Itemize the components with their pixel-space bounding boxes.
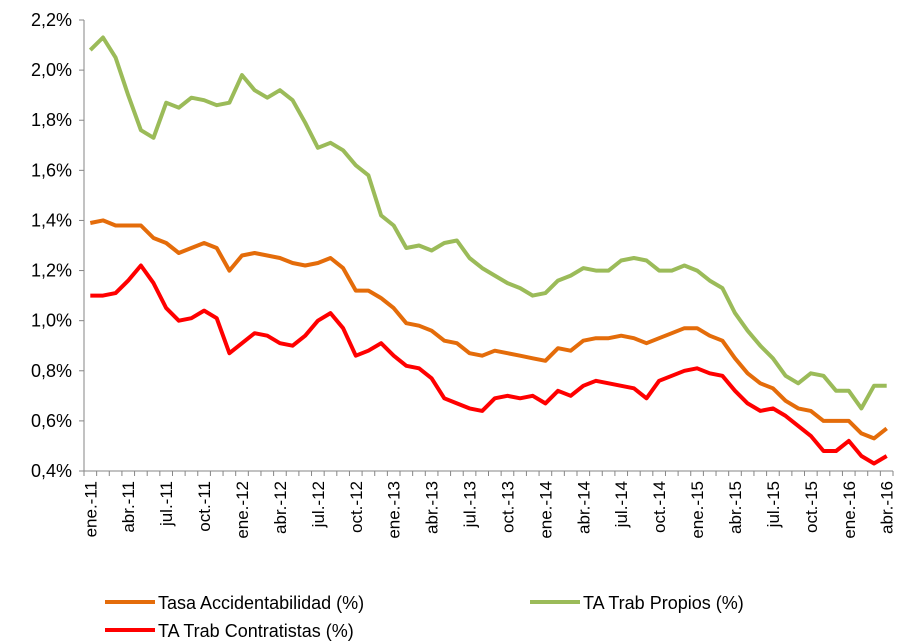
series-line (89, 218, 888, 441)
x-tick-label: abr.-12 (271, 481, 290, 534)
legend-label: Tasa Accidentabilidad (%) (158, 593, 364, 613)
x-tick-label: abr.-11 (119, 481, 138, 533)
y-tick-label: 2,0% (31, 60, 72, 80)
x-tick-label: jul.-13 (461, 481, 480, 528)
series-line (88, 35, 887, 411)
x-tick-label: ene.-12 (233, 481, 252, 539)
y-tick-label: 1,0% (31, 311, 72, 331)
y-tick-label: 1,4% (31, 210, 72, 230)
legend-label: TA Trab Contratistas (%) (158, 621, 354, 641)
y-tick-label: 0,8% (31, 361, 72, 381)
y-tick-label: 2,2% (31, 10, 72, 30)
x-tick-label: oct.-13 (498, 481, 517, 533)
x-tick-label: jul.-11 (157, 481, 176, 527)
x-tick-label: ene.-15 (688, 481, 707, 539)
y-tick-label: 1,8% (31, 110, 72, 130)
series-line (90, 263, 888, 466)
x-tick-label: ene.-11 (81, 481, 100, 537)
y-tick-label: 1,6% (31, 160, 72, 180)
x-tick-label: jul.-12 (309, 481, 328, 528)
x-tick-label: oct.-12 (347, 481, 366, 533)
y-tick-label: 0,6% (31, 411, 72, 431)
x-tick-label: ene.-14 (536, 481, 555, 539)
x-tick-label: oct.-14 (650, 481, 669, 533)
x-tick-label: oct.-11 (195, 481, 214, 532)
x-tick-label: ene.-13 (385, 481, 404, 539)
x-tick-label: ene.-16 (840, 481, 859, 539)
x-tick-label: oct.-15 (802, 481, 821, 533)
y-tick-label: 1,2% (31, 261, 72, 281)
x-tick-label: abr.-14 (574, 481, 593, 534)
x-tick-label: jul.-15 (764, 481, 783, 528)
legend-label: TA Trab Propios (%) (583, 593, 744, 613)
y-tick-label: 0,4% (31, 461, 72, 481)
x-tick-label: jul.-14 (612, 481, 631, 528)
x-tick-label: abr.-15 (726, 481, 745, 534)
x-tick-label: abr.-13 (423, 481, 442, 534)
x-tick-label: abr.-16 (878, 481, 897, 534)
